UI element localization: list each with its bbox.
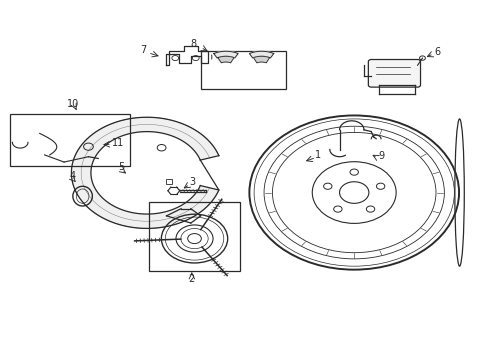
Bar	[149, 202, 239, 271]
Bar	[10, 114, 130, 166]
FancyBboxPatch shape	[367, 59, 420, 87]
Text: 8: 8	[190, 40, 196, 49]
Bar	[200, 51, 285, 89]
Text: 4: 4	[70, 171, 76, 181]
Text: 10: 10	[66, 99, 79, 109]
Polygon shape	[249, 51, 273, 58]
Text: 9: 9	[377, 151, 383, 161]
Text: 7: 7	[140, 45, 146, 55]
Text: 2: 2	[188, 274, 195, 284]
Polygon shape	[253, 56, 269, 63]
Text: 3: 3	[189, 177, 196, 187]
Polygon shape	[218, 56, 234, 63]
Text: 5: 5	[118, 162, 124, 172]
Text: 1: 1	[314, 150, 321, 160]
Bar	[166, 179, 172, 184]
Polygon shape	[71, 117, 219, 228]
Text: 11: 11	[111, 139, 123, 148]
Text: 6: 6	[433, 46, 439, 57]
Bar	[370, 62, 381, 85]
Polygon shape	[213, 51, 238, 58]
